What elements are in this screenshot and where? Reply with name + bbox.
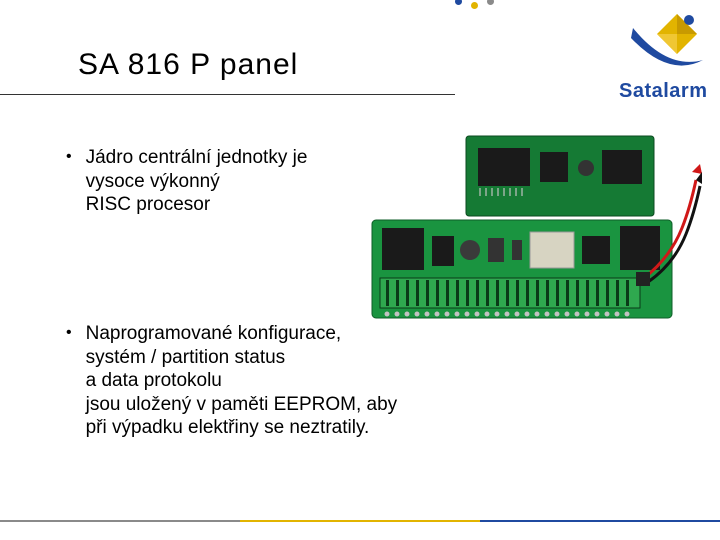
footer-seg-yellow xyxy=(240,520,480,522)
decorative-dots xyxy=(455,0,503,18)
bullet-2-line-4: jsou uložený v paměti EEPROM, aby xyxy=(86,394,398,415)
title-underline xyxy=(0,94,455,95)
bullet-2-line-3: a data protokolu xyxy=(86,370,222,391)
dot-blue xyxy=(455,0,462,5)
dot-yellow xyxy=(471,2,478,9)
bullet-marker: • xyxy=(66,148,72,166)
bullet-text-1: Jádro centrální jednotky je vysoce výkon… xyxy=(86,146,308,217)
bullet-2-line-1: Naprogramované konfigurace, xyxy=(86,323,342,344)
circuit-board-image xyxy=(370,128,702,328)
slide-title: SA 816 P panel xyxy=(78,48,298,82)
bullet-marker: • xyxy=(66,324,72,342)
slide-title-area: SA 816 P panel xyxy=(78,48,298,82)
logo-swoosh-icon xyxy=(627,20,705,80)
brand-logo: Satalarm xyxy=(615,8,720,118)
bullet-item-2: • Naprogramované konfigurace, systém / p… xyxy=(66,322,397,440)
footer-accent-line xyxy=(0,520,720,522)
footer-seg-grey xyxy=(0,520,240,522)
bullet-1-line-3: RISC procesor xyxy=(86,194,211,215)
footer-seg-blue xyxy=(480,520,720,522)
bullet-1-line-1: Jádro centrální jednotky je xyxy=(86,147,308,168)
bullet-2-line-2: systém / partition status xyxy=(86,347,286,368)
bullet-2-line-5: při výpadku elektřiny se neztratily. xyxy=(86,417,370,438)
brand-name: Satalarm xyxy=(619,80,708,103)
bullet-text-2: Naprogramované konfigurace, systém / par… xyxy=(86,322,398,440)
bullet-1-line-2: vysoce výkonný xyxy=(86,171,220,192)
bullet-item-1: • Jádro centrální jednotky je vysoce výk… xyxy=(66,146,307,217)
dot-grey xyxy=(487,0,494,5)
